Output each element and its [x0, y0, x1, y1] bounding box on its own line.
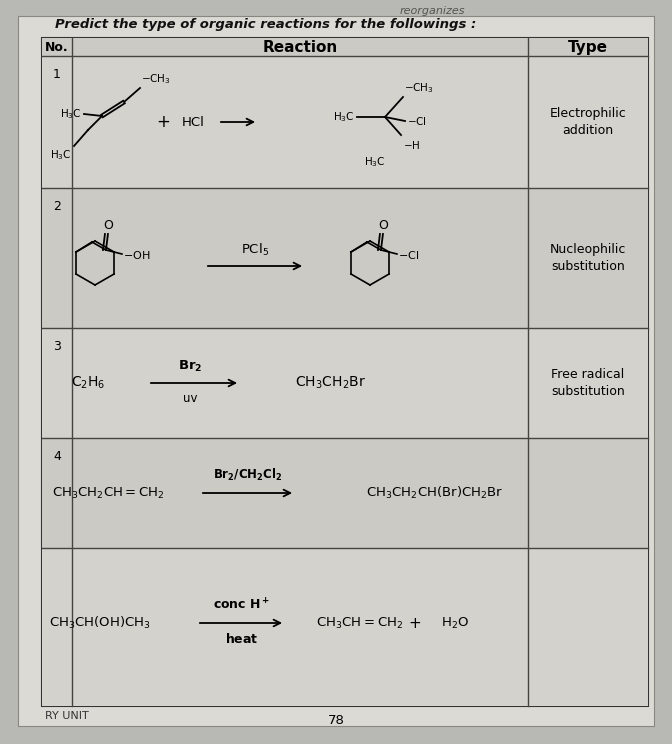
Text: $\mathregular{CH_3CH_2CH(Br)CH_2Br}$: $\mathregular{CH_3CH_2CH(Br)CH_2Br}$	[366, 485, 504, 501]
Text: $\mathregular{-CH_3}$: $\mathregular{-CH_3}$	[404, 81, 434, 95]
Text: 78: 78	[327, 713, 345, 726]
Text: $\mathbf{Br_2/CH_2Cl_2}$: $\mathbf{Br_2/CH_2Cl_2}$	[213, 467, 283, 483]
Text: No.: No.	[45, 40, 69, 54]
Text: $\mathregular{-CH_3}$: $\mathregular{-CH_3}$	[141, 72, 171, 86]
Text: 3: 3	[53, 340, 61, 353]
Text: $\mathregular{CH_3CH_2CH{=}CH_2}$: $\mathregular{CH_3CH_2CH{=}CH_2}$	[52, 485, 165, 501]
Bar	[42, 438, 648, 548]
Text: $\mathregular{-Cl}$: $\mathregular{-Cl}$	[407, 115, 427, 127]
Text: $\mathregular{PCl_5}$: $\mathregular{PCl_5}$	[241, 242, 269, 258]
Text: Type: Type	[568, 39, 608, 54]
Text: +: +	[409, 615, 421, 630]
Text: $\mathbf{conc\ H^+}$: $\mathbf{conc\ H^+}$	[214, 597, 271, 613]
Text: $\mathregular{CH_3CH_2Br}$: $\mathregular{CH_3CH_2Br}$	[294, 375, 366, 391]
Bar	[42, 56, 648, 188]
Text: Reaction: Reaction	[262, 39, 337, 54]
Text: $\mathregular{H_3C}$: $\mathregular{H_3C}$	[333, 110, 355, 124]
Text: $\mathregular{-OH}$: $\mathregular{-OH}$	[123, 249, 151, 261]
Text: $\mathregular{-Cl}$: $\mathregular{-Cl}$	[398, 249, 419, 261]
Bar	[42, 38, 648, 56]
Text: $\mathbf{heat}$: $\mathbf{heat}$	[225, 632, 259, 646]
Text: Predict the type of organic reactions for the followings :: Predict the type of organic reactions fo…	[55, 18, 476, 31]
Text: $\mathregular{H_2O}$: $\mathregular{H_2O}$	[441, 615, 469, 631]
Text: $\mathregular{H_3C}$: $\mathregular{H_3C}$	[60, 107, 82, 121]
Text: Free radical
substitution: Free radical substitution	[551, 368, 625, 398]
Text: reorganizes: reorganizes	[400, 6, 466, 16]
Bar	[42, 328, 648, 438]
Text: $\mathregular{Br_2}$: $\mathregular{Br_2}$	[178, 359, 202, 374]
Text: 4: 4	[53, 450, 61, 463]
Text: O: O	[378, 219, 388, 232]
Bar	[42, 38, 648, 706]
Bar	[42, 548, 648, 706]
Text: uv: uv	[183, 392, 198, 405]
Text: 1: 1	[53, 68, 61, 81]
Text: +: +	[156, 113, 170, 131]
Text: HCl: HCl	[181, 115, 204, 129]
Text: $\mathregular{CH_3CH(OH)CH_3}$: $\mathregular{CH_3CH(OH)CH_3}$	[49, 615, 151, 631]
Text: 2: 2	[53, 200, 61, 213]
Text: Nucleophilic
substitution: Nucleophilic substitution	[550, 243, 626, 273]
Text: $\mathregular{H_3C}$: $\mathregular{H_3C}$	[50, 148, 72, 161]
Text: $\mathregular{-H}$: $\mathregular{-H}$	[403, 139, 421, 151]
Text: O: O	[103, 219, 113, 232]
Text: $\mathregular{C_2H_6}$: $\mathregular{C_2H_6}$	[71, 375, 106, 391]
Text: RY UNIT: RY UNIT	[45, 711, 89, 721]
Text: Electrophilic
addition: Electrophilic addition	[550, 107, 626, 137]
Text: $\mathregular{H_3C}$: $\mathregular{H_3C}$	[364, 155, 386, 169]
Bar	[42, 188, 648, 328]
Text: $\mathregular{CH_3CH{=}CH_2}$: $\mathregular{CH_3CH{=}CH_2}$	[317, 615, 404, 631]
